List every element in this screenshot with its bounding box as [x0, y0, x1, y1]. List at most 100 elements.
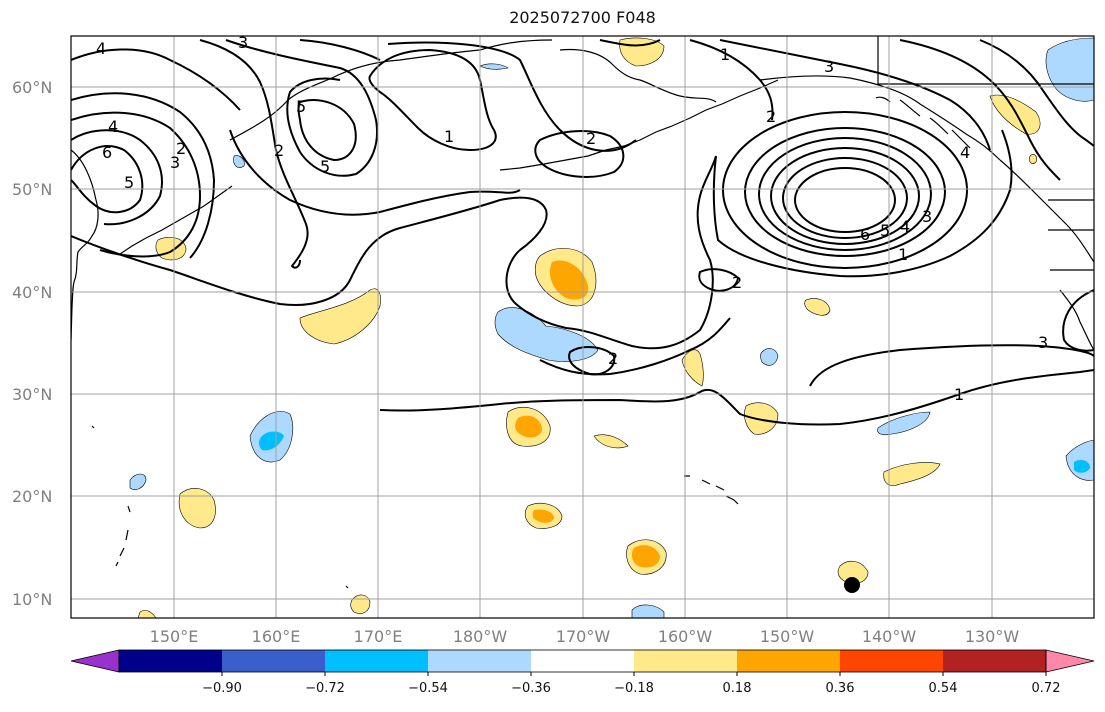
lon-label: 150°E	[150, 627, 199, 646]
contour-line	[299, 39, 637, 152]
canada-coast	[999, 159, 1094, 263]
colorbar-segment	[531, 650, 635, 672]
contour-layer	[71, 39, 1094, 426]
lon-label: 180°W	[453, 627, 508, 646]
positive-anomaly-region	[155, 237, 187, 261]
contour-line	[782, 157, 908, 239]
contour-line	[199, 39, 309, 269]
lon-label: 150°W	[760, 627, 815, 646]
contour-label: 3	[170, 153, 180, 172]
colorbar-segment	[428, 650, 532, 672]
colorbar-segment	[119, 650, 223, 672]
positive-anomaly-region	[744, 402, 779, 435]
bc-border-line	[877, 36, 1094, 85]
contour-line	[297, 99, 357, 162]
longitude-labels: 150°E 160°E 170°E 180°W 170°W 160°W 150°…	[150, 627, 1020, 646]
colorbar-tick-label: −0.54	[408, 681, 448, 696]
us-west-coast	[1059, 289, 1094, 351]
contour-label: 1	[898, 245, 908, 264]
colorbar-tick-label: −0.72	[305, 681, 345, 696]
positive-anomaly-region	[804, 298, 831, 316]
negative-anomaly-region	[1045, 37, 1094, 102]
colorbar-tick-label: −0.90	[202, 681, 242, 696]
positive-anomaly-region	[299, 288, 381, 345]
pacific-atolls	[91, 425, 349, 589]
colorbar-frame	[118, 649, 1047, 673]
contour-label: 5	[880, 221, 890, 240]
contour-label: 2	[732, 273, 742, 292]
lon-label: 170°W	[556, 627, 611, 646]
lat-label: 50°N	[12, 180, 52, 199]
colorbar-tick-label: −0.18	[614, 681, 654, 696]
contour-label: 6	[102, 143, 112, 162]
positive-anomaly-region	[350, 594, 371, 614]
negative-anomaly-core	[259, 431, 284, 451]
colorbar-segment	[943, 650, 1047, 672]
lat-label: 30°N	[12, 385, 52, 404]
colorbar-segment	[222, 650, 326, 672]
contour-line	[698, 268, 740, 292]
negative-anomaly-region	[494, 307, 599, 362]
contour-line	[899, 39, 1061, 181]
positive-anomaly-core	[532, 509, 554, 523]
graticule-layer	[71, 36, 1094, 618]
lon-label: 160°W	[658, 627, 713, 646]
contour-line	[1062, 289, 1094, 352]
positive-anomaly-region	[883, 462, 941, 486]
positive-anomaly-region	[178, 488, 216, 529]
positive-anomaly-region	[593, 434, 629, 449]
contour-line	[534, 130, 625, 178]
contour-line	[368, 48, 497, 152]
colorbar-extend-low	[70, 649, 120, 673]
positive-anomaly-region	[1029, 154, 1037, 164]
negative-anomaly-region	[129, 473, 147, 490]
contour-line	[71, 48, 241, 111]
lon-label: 170°E	[354, 627, 403, 646]
positive-anomaly-core	[631, 545, 660, 568]
colorbar-tick-label: 0.72	[1032, 681, 1061, 696]
contour-label: 2	[586, 129, 596, 148]
colorbar-tick-label: −0.36	[511, 681, 551, 696]
negative-anomaly-region	[760, 348, 779, 366]
map-frame	[70, 35, 1095, 619]
negative-anomaly-region	[479, 63, 509, 70]
contour-label: 5	[124, 173, 134, 192]
alaska-islands	[875, 96, 971, 149]
colorbar-tick-label: 0.54	[929, 681, 958, 696]
positive-anomaly-region	[989, 94, 1041, 135]
contour-line	[794, 167, 896, 233]
hawaii-islands	[684, 475, 739, 505]
alaska-south-coast	[759, 75, 1001, 161]
latitude-labels: 60°N 50°N 40°N 30°N 20°N 10°N	[12, 78, 52, 609]
contour-label: 2	[766, 107, 776, 126]
negative-anomaly-region	[631, 604, 665, 618]
contour-line	[71, 111, 202, 258]
contour-line	[722, 111, 968, 269]
contour-label: 3	[238, 33, 248, 52]
contour-label: 1	[954, 385, 964, 404]
contour-line	[539, 317, 731, 376]
negative-anomaly-region	[233, 155, 245, 168]
lat-label: 20°N	[12, 487, 52, 506]
contour-label: 3	[922, 207, 932, 226]
lat-label: 10°N	[12, 590, 52, 609]
contour-label: 2	[274, 141, 284, 160]
contour-line	[229, 129, 521, 216]
colorbar-segment	[737, 650, 841, 672]
contour-label: 3	[824, 57, 834, 76]
contour-line	[770, 147, 920, 245]
lon-label: 160°E	[252, 627, 301, 646]
lon-label: 130°W	[965, 627, 1020, 646]
contour-label: 1	[444, 127, 454, 146]
contour-line	[744, 127, 946, 257]
positive-anomaly-core	[549, 260, 589, 300]
shaded-anomaly-layer	[129, 37, 1094, 618]
colorbar-extend-high	[1045, 649, 1095, 673]
contour-label: 4	[108, 117, 118, 136]
contour-label: 4	[96, 39, 106, 58]
colorbar-segment	[634, 650, 738, 672]
contour-label: 4	[960, 143, 970, 162]
lon-label: 140°W	[862, 627, 917, 646]
